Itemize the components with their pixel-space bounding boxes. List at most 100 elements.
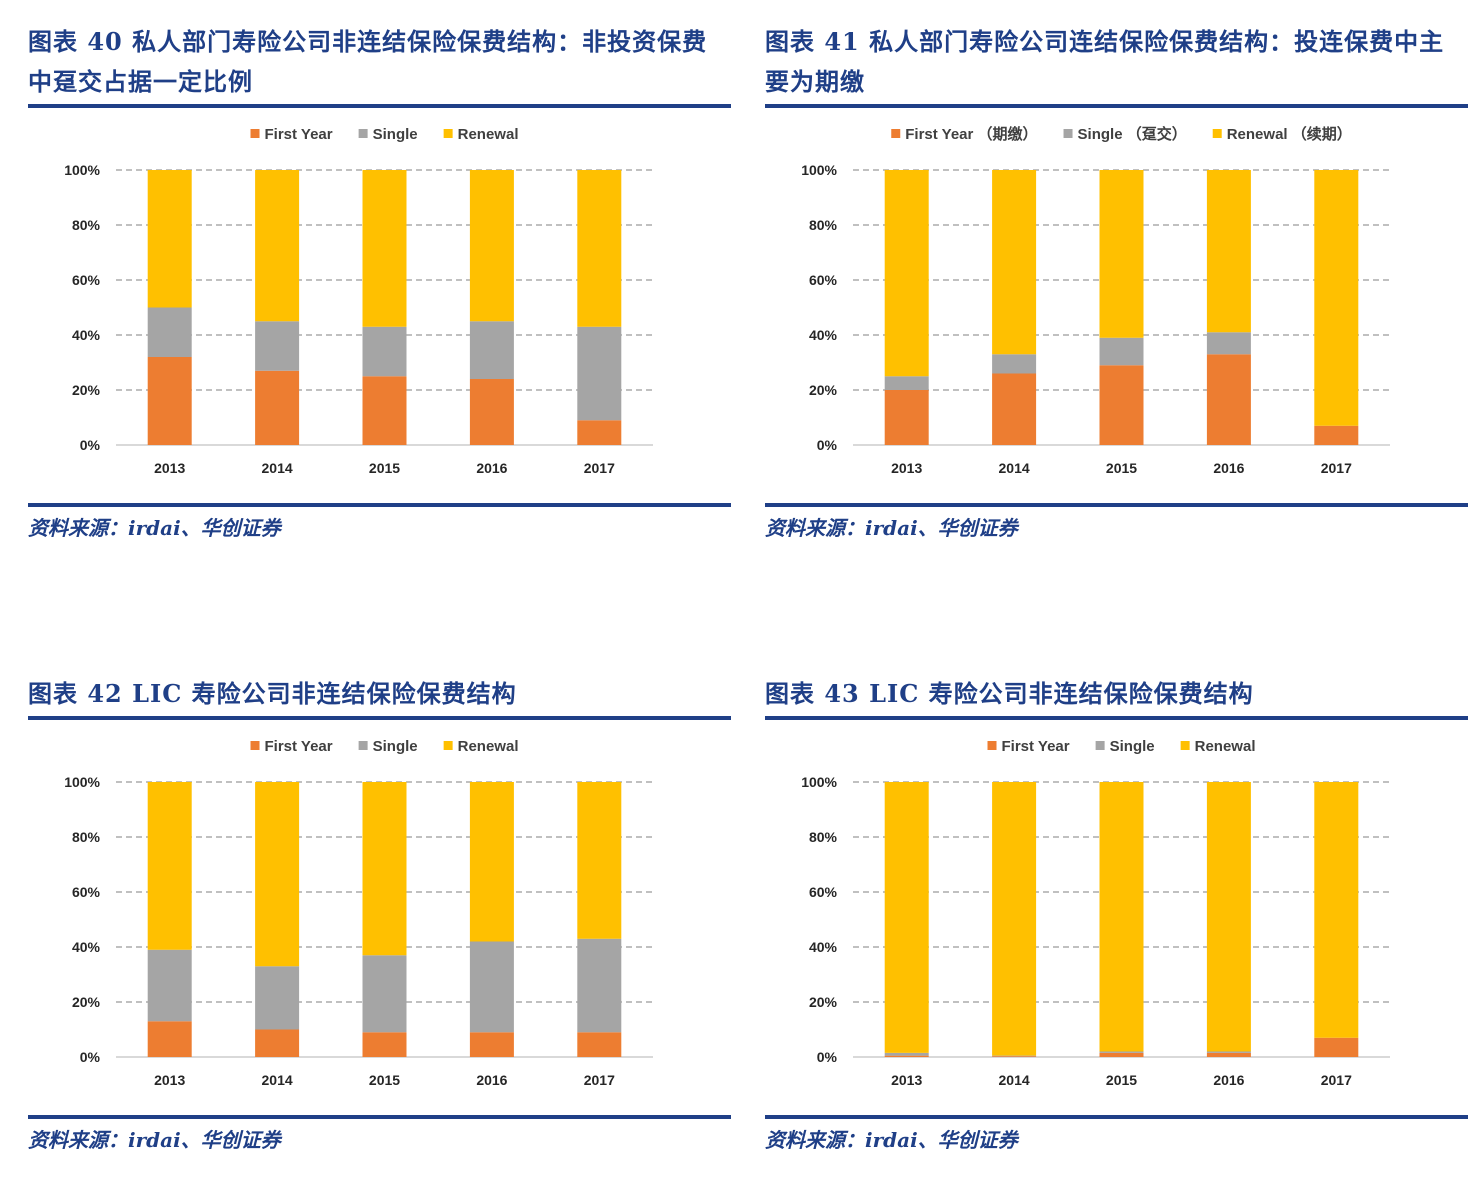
chart-panel: 图表 41 私人部门寿险公司连结保险保费结构：投连保费中主要为期缴 First … — [765, 22, 1468, 543]
y-tick-label: 60% — [809, 272, 838, 288]
x-tick-label: 2016 — [1213, 1072, 1244, 1088]
bar-segment — [362, 955, 407, 1033]
bar-segment — [1099, 782, 1144, 1052]
bar-segment — [992, 373, 1037, 445]
bar-segment — [147, 782, 192, 950]
bar-segment — [1099, 1051, 1144, 1053]
x-tick-label: 2013 — [154, 1072, 185, 1088]
bar-segment — [1206, 354, 1251, 445]
y-tick-label: 100% — [64, 774, 100, 790]
legend-swatch — [443, 129, 453, 138]
bar-segment — [469, 1032, 514, 1057]
y-tick-label: 80% — [809, 217, 838, 233]
legend-label: First Year — [1002, 738, 1070, 755]
bar-segment — [1206, 1052, 1251, 1057]
y-tick-label: 80% — [72, 829, 101, 845]
stacked-bar-chart: First Year （期缴） Single （趸交） Renewal （续期） 0%… — [801, 125, 1390, 476]
bar-segment — [884, 376, 929, 390]
bar-segment — [1206, 332, 1251, 355]
y-tick-label: 20% — [809, 382, 838, 398]
bar-segment — [1206, 782, 1251, 1052]
title-rule — [28, 104, 731, 108]
bar-segment — [1314, 1037, 1359, 1057]
legend-swatch — [1212, 129, 1222, 138]
bar-segment — [1099, 365, 1144, 445]
legend-label: Single （趸交） — [1078, 125, 1187, 143]
stacked-bar-chart: First Year Single Renewal 0% 20% 40% 60% 80% 100… — [801, 738, 1390, 1088]
bar-segment — [147, 1021, 192, 1057]
bar-segment — [992, 1055, 1037, 1057]
bar-segment — [992, 782, 1037, 1056]
chart-panel: 图表 42 LIC 寿险公司非连结保险保费结构 First Year Single… — [28, 672, 731, 1155]
bar-segment — [469, 379, 514, 445]
legend-label: Single — [1110, 738, 1155, 755]
bar-segment — [577, 1032, 622, 1057]
x-tick-label: 2017 — [1321, 1072, 1352, 1088]
title-rule — [765, 716, 1468, 720]
bar-segment — [1314, 170, 1359, 426]
bar-segment — [255, 966, 300, 1030]
bar-segment — [362, 326, 407, 377]
chart-panel: 图表 40 私人部门寿险公司非连结保险保费结构：非投资保费中趸交占据一定比例 F… — [28, 22, 731, 543]
bar-segment — [577, 782, 622, 939]
bar-segment — [469, 782, 514, 942]
x-tick-label: 2014 — [999, 1072, 1030, 1088]
bar-segment — [362, 376, 407, 445]
y-tick-label: 0% — [817, 1049, 838, 1065]
y-tick-label: 80% — [809, 829, 838, 845]
bar-segment — [255, 1029, 300, 1057]
bar-segment — [577, 326, 622, 421]
chart-panel: 图表 43 LIC 寿险公司非连结保险保费结构 First Year Single… — [765, 672, 1468, 1155]
bar-segment — [1099, 1052, 1144, 1057]
y-tick-label: 20% — [72, 994, 101, 1010]
legend-label: First Year — [265, 738, 333, 755]
chart-title: 图表 41 私人部门寿险公司连结保险保费结构：投连保费中主要为期缴 — [765, 27, 1445, 96]
stacked-bar-chart: First Year Single Renewal 0% 20% 40% 60% 80% 100… — [64, 126, 653, 476]
legend-swatch — [1180, 741, 1190, 750]
bar-segment — [577, 938, 622, 1033]
bar-segment — [1099, 170, 1144, 338]
legend-label: Renewal — [1195, 738, 1256, 755]
bar-segment — [577, 170, 622, 327]
legend-label: First Year （期缴） — [905, 125, 1037, 143]
legend: First Year （期缴） Single （趸交） Renewal （续期） — [891, 125, 1352, 143]
x-tick-label: 2013 — [154, 460, 185, 476]
y-tick-label: 40% — [809, 939, 838, 955]
x-tick-label: 2016 — [1213, 460, 1244, 476]
bar-segment — [255, 321, 300, 371]
legend-swatch — [250, 741, 260, 750]
bar-segment — [1314, 425, 1359, 445]
y-tick-label: 0% — [80, 437, 101, 453]
legend-label: First Year — [265, 126, 333, 143]
bar-segment — [884, 390, 929, 445]
bar-segment — [992, 1056, 1037, 1057]
legend: First Year Single Renewal — [987, 738, 1256, 755]
bar-segment — [1099, 337, 1144, 366]
chart-title: 图表 43 LIC 寿险公司非连结保险保费结构 — [765, 679, 1254, 708]
x-tick-label: 2014 — [262, 1072, 293, 1088]
title-rule — [765, 104, 1468, 108]
y-tick-label: 0% — [817, 437, 838, 453]
bar-segment — [884, 170, 929, 377]
x-tick-label: 2016 — [476, 460, 507, 476]
source-rule — [28, 503, 731, 507]
y-tick-label: 0% — [80, 1049, 101, 1065]
title-rule — [28, 716, 731, 720]
x-tick-label: 2015 — [1106, 1072, 1137, 1088]
source-note: 资料来源：irdai、华创证券 — [28, 1128, 281, 1152]
legend-swatch — [443, 741, 453, 750]
bar-segment — [469, 941, 514, 1033]
legend: First Year Single Renewal — [250, 126, 518, 143]
x-tick-label: 2015 — [1106, 460, 1137, 476]
bar-segment — [255, 170, 300, 322]
legend-swatch — [1063, 129, 1073, 138]
bar-segment — [469, 321, 514, 379]
bar-segment — [1314, 782, 1359, 1038]
y-tick-label: 100% — [801, 774, 837, 790]
bar-segment — [362, 1032, 407, 1057]
y-tick-label: 80% — [72, 217, 101, 233]
bar-segment — [362, 782, 407, 956]
x-tick-label: 2015 — [369, 460, 400, 476]
x-tick-label: 2017 — [584, 460, 615, 476]
legend-label: Single — [373, 738, 418, 755]
